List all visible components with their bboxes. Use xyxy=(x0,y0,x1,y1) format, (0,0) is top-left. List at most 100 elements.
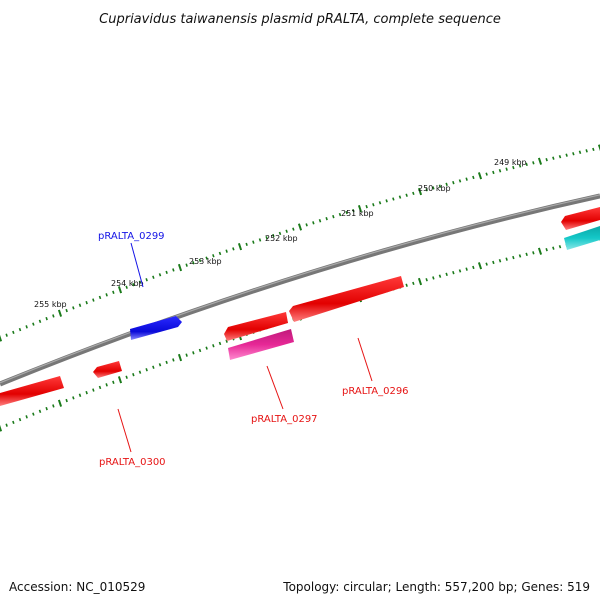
tick-mark xyxy=(138,280,142,284)
tick-mark xyxy=(597,144,600,152)
tick-mark xyxy=(292,227,295,231)
tick-mark xyxy=(372,203,375,207)
tick-mark xyxy=(177,263,183,272)
tick-mark xyxy=(258,238,262,242)
tick-mark xyxy=(252,240,255,244)
tick-mark xyxy=(177,353,183,362)
tick-mark xyxy=(537,157,543,165)
tick-mark xyxy=(398,195,402,199)
gene-right-red[interactable] xyxy=(561,207,600,230)
tick-mark xyxy=(552,246,555,250)
tick-mark xyxy=(525,252,528,257)
tick-mark xyxy=(492,170,495,175)
tick-mark xyxy=(85,300,88,305)
tick-mark xyxy=(152,365,155,369)
tick-mark xyxy=(38,409,42,414)
tick-mark xyxy=(412,281,415,286)
tick-mark xyxy=(432,276,435,280)
tick-mark xyxy=(438,274,442,278)
tick-mark xyxy=(132,373,135,377)
gene-pRALTA_0300[interactable] xyxy=(0,376,64,406)
tick-mark xyxy=(38,319,42,324)
tick-mark xyxy=(105,293,108,297)
tick-mark xyxy=(285,229,288,233)
tick-mark xyxy=(112,290,115,294)
tick-mark xyxy=(165,360,168,365)
tick-mark xyxy=(85,390,88,395)
topology-summary: Topology: circular; Length: 557,200 bp; … xyxy=(283,580,590,594)
gene-small-red[interactable] xyxy=(93,361,122,378)
tick-mark xyxy=(385,199,388,203)
tick-mark xyxy=(245,242,248,247)
tick-mark xyxy=(192,351,195,355)
tick-mark xyxy=(265,236,268,240)
gene-label-line-0299 xyxy=(130,242,144,288)
gene-label-pRALTA_0297: pRALTA_0297 xyxy=(251,414,318,425)
tick-mark xyxy=(498,169,502,173)
tick-mark xyxy=(405,283,408,287)
tick-mark xyxy=(297,223,303,231)
gene-label-pRALTA_0300: pRALTA_0300 xyxy=(99,457,166,468)
tick-mark xyxy=(92,388,95,392)
gene-pRALTA_0296[interactable] xyxy=(289,276,404,322)
tick-mark xyxy=(225,339,228,343)
gene-pink[interactable] xyxy=(228,329,294,360)
tick-mark xyxy=(158,273,162,277)
tick-mark xyxy=(545,248,548,252)
tick-mark xyxy=(518,254,522,258)
tick-mark xyxy=(198,348,202,353)
tick-mark xyxy=(532,161,535,165)
tick-mark xyxy=(25,325,28,329)
gene-pRALTA_0299[interactable] xyxy=(130,316,182,340)
tick-mark xyxy=(57,309,63,317)
tick-mark xyxy=(392,197,395,201)
tick-mark xyxy=(272,233,275,238)
tick-mark xyxy=(458,179,462,183)
tick-mark xyxy=(172,268,175,272)
inner-tick-ring xyxy=(0,234,600,432)
tick-mark xyxy=(45,406,48,411)
tick-mark xyxy=(218,251,222,256)
tick-label-255: 255 kbp xyxy=(34,300,67,309)
tick-mark xyxy=(425,188,428,192)
tick-mark xyxy=(445,272,448,277)
tick-mark xyxy=(225,249,228,253)
tick-mark xyxy=(585,149,588,153)
outer-tick-ring xyxy=(0,144,600,342)
tick-mark xyxy=(512,165,515,170)
tick-mark xyxy=(332,214,335,219)
accession-text: Accession: NC_010529 xyxy=(9,580,146,594)
tick-mark xyxy=(572,152,575,156)
tick-mark xyxy=(318,219,322,223)
tick-mark xyxy=(518,164,522,168)
tick-mark xyxy=(145,368,148,372)
tick-mark xyxy=(12,420,15,425)
tick-mark xyxy=(205,256,208,260)
tick-mark xyxy=(57,399,63,407)
tick-mark xyxy=(525,162,528,167)
tick-mark xyxy=(65,308,68,313)
tick-mark xyxy=(125,375,128,379)
tick-mark xyxy=(198,258,202,263)
tick-mark xyxy=(558,155,562,159)
tick-mark xyxy=(477,262,483,270)
gene-cyan[interactable] xyxy=(564,226,600,250)
tick-mark xyxy=(578,150,582,154)
tick-mark xyxy=(417,187,423,196)
tick-mark xyxy=(12,330,15,335)
tick-mark xyxy=(145,278,148,282)
tick-mark xyxy=(78,303,82,307)
tick-mark xyxy=(98,385,102,390)
tick-mark xyxy=(552,156,555,160)
tick-mark xyxy=(412,191,415,196)
tick-mark xyxy=(477,172,483,180)
tick-mark xyxy=(45,316,48,321)
tick-mark xyxy=(492,260,495,265)
tick-mark xyxy=(0,424,3,432)
tick-mark xyxy=(485,172,488,176)
tick-mark xyxy=(72,396,75,400)
gene-pRALTA_0297[interactable] xyxy=(224,312,288,341)
tick-mark xyxy=(445,182,448,187)
tick-label-250: 250 kbp xyxy=(418,184,451,193)
tick-mark xyxy=(52,404,55,408)
